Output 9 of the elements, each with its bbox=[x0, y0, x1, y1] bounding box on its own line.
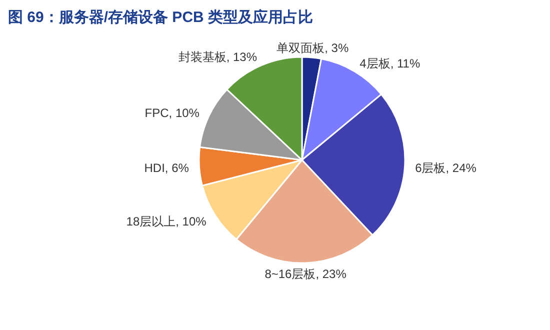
chart-title: 图 69：服务器/存储设备 PCB 类型及应用占比 bbox=[8, 8, 314, 26]
slice-label: 4层板, 11% bbox=[360, 56, 420, 70]
slice-label: 6层板, 24% bbox=[415, 161, 477, 176]
slice-label: 单双面板, 3% bbox=[276, 41, 349, 56]
slice-label: 8~16层板, 23% bbox=[264, 267, 347, 282]
slice-label: FPC, 10% bbox=[144, 106, 200, 120]
slice-label: HDI, 6% bbox=[144, 161, 190, 176]
slice-label: 18层以上, 10% bbox=[126, 214, 207, 229]
slice-label: 封装基板, 13% bbox=[178, 50, 258, 64]
